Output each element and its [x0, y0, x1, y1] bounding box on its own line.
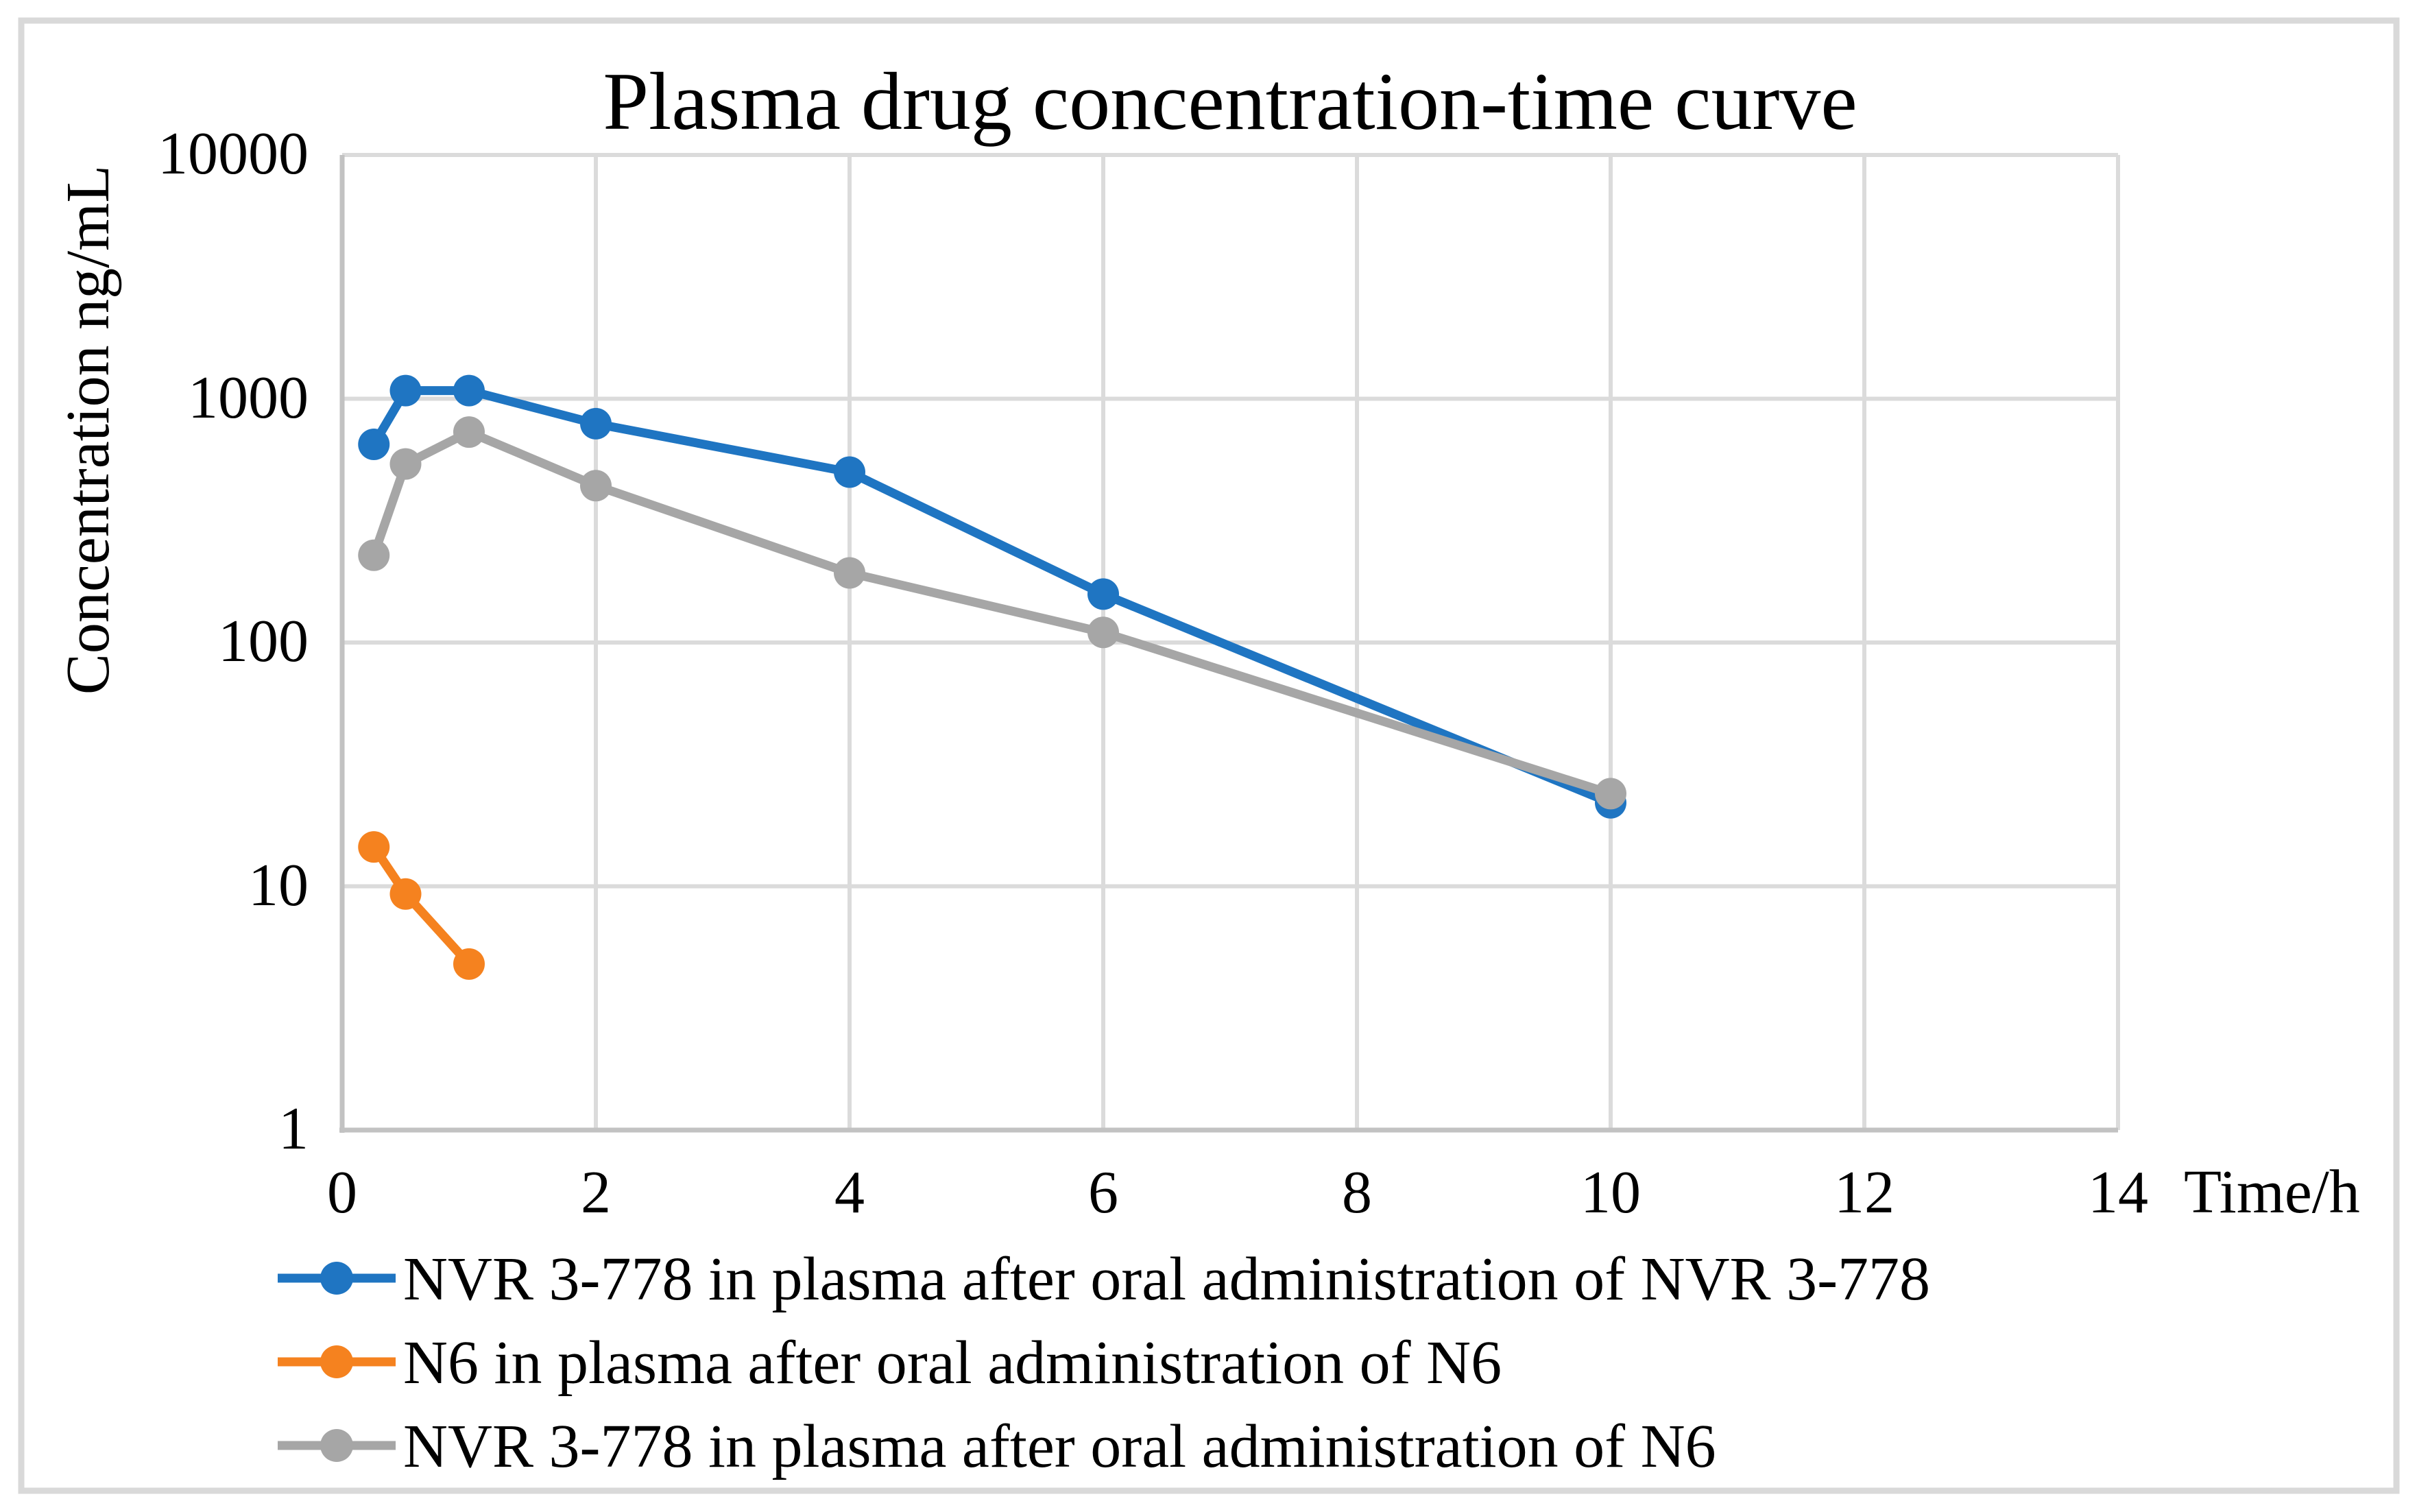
axis-layer [339, 155, 2118, 1133]
x-tick-label-8: 8 [1342, 1160, 1372, 1226]
x-tick-label-6: 6 [1088, 1160, 1118, 1226]
legend-label: NVR 3-778 in plasma after oral administr… [403, 1245, 1930, 1313]
data-point-marker [580, 407, 612, 440]
legend-marker-icon [320, 1345, 353, 1378]
series-line [369, 427, 1615, 798]
y-tick-label-10000: 10000 [158, 121, 309, 187]
chart-title: Plasma drug concentration-time curve [603, 56, 1857, 147]
data-point-marker [1595, 778, 1626, 810]
y-tick-label-1000: 1000 [188, 365, 309, 431]
data-point-marker [358, 429, 390, 461]
legend-item-nvr3778-after-n6: NVR 3-778 in plasma after oral administr… [278, 1413, 1716, 1480]
y-axis-title: Concentration ng/mL [54, 165, 122, 695]
x-axis-title: Time/h [2184, 1158, 2360, 1226]
x-tick-label-10: 10 [1580, 1160, 1641, 1226]
data-point-marker [453, 416, 485, 448]
legend: NVR 3-778 in plasma after oral administr… [278, 1245, 1930, 1480]
data-point-marker [389, 448, 422, 480]
data-point-marker [453, 948, 485, 980]
series-layer [358, 374, 1626, 980]
x-tick-label-14: 14 [2088, 1160, 2148, 1226]
legend-label: NVR 3-778 in plasma after oral administr… [403, 1413, 1716, 1480]
legend-item-nvr3778-after-nvr3778: NVR 3-778 in plasma after oral administr… [278, 1245, 1930, 1313]
y-tick-label-10: 10 [248, 852, 309, 919]
data-point-marker [1087, 616, 1119, 649]
data-point-marker [389, 374, 422, 407]
x-tick-label-0: 0 [327, 1160, 357, 1226]
legend-item-n6-after-n6: N6 in plasma after oral administration o… [278, 1329, 1502, 1397]
data-point-marker [358, 539, 390, 571]
x-tick-label-2: 2 [581, 1160, 611, 1226]
chart-border-frame [18, 17, 2400, 1494]
x-tick-label-12: 12 [1834, 1160, 1895, 1226]
data-point-marker [358, 831, 390, 863]
data-point-marker [389, 878, 422, 910]
y-tick-label-1: 1 [278, 1096, 309, 1162]
data-point-marker [1087, 578, 1119, 610]
y-tick-label-100: 100 [218, 608, 309, 675]
data-point-marker [580, 470, 612, 502]
legend-marker-icon [320, 1262, 353, 1295]
x-tick-label-4: 4 [834, 1160, 865, 1226]
data-point-marker [453, 374, 485, 407]
data-point-marker [834, 557, 865, 589]
series-line [369, 842, 474, 969]
legend-marker-icon [320, 1429, 353, 1462]
data-point-marker [834, 456, 865, 488]
legend-label: N6 in plasma after oral administration o… [403, 1329, 1502, 1397]
series-line [369, 386, 1615, 808]
